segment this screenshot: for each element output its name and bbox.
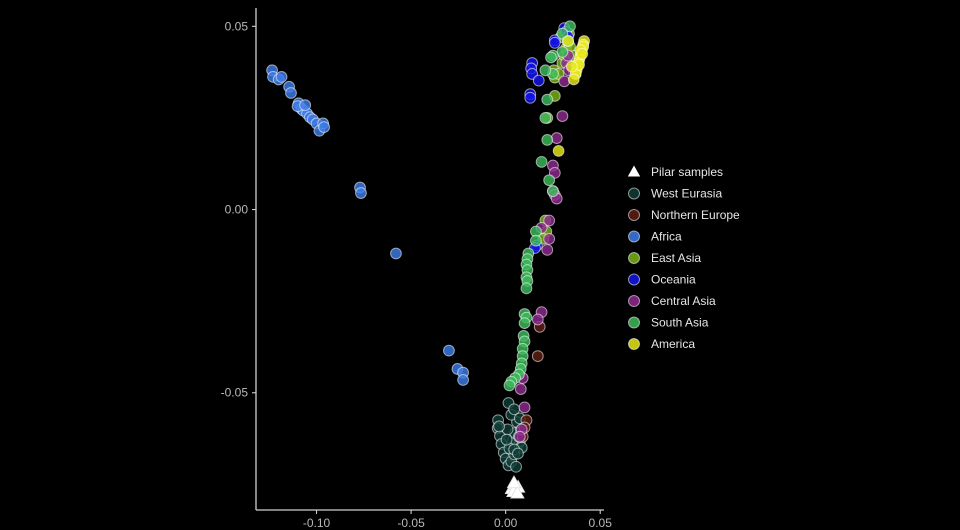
series-africa bbox=[266, 64, 469, 386]
point-south-asia bbox=[541, 134, 554, 146]
point-africa bbox=[390, 247, 402, 260]
point-oceania bbox=[548, 36, 561, 49]
y-axis-ticks: 0.05 0.00 -0.05 bbox=[221, 19, 256, 400]
point-america bbox=[576, 47, 589, 60]
legend-label: America bbox=[651, 337, 695, 351]
legend-key-triangle bbox=[627, 165, 641, 177]
point-america bbox=[562, 35, 574, 47]
point-west-eurasia bbox=[512, 447, 524, 460]
point-central-asia bbox=[556, 110, 569, 122]
y-tick-label: 0.00 bbox=[225, 203, 249, 217]
point-south-asia bbox=[564, 20, 576, 33]
legend-item-central-asia: Central Asia bbox=[628, 294, 716, 308]
y-tick-label: -0.05 bbox=[221, 386, 249, 400]
legend-label: Central Asia bbox=[651, 294, 716, 308]
point-south-asia bbox=[545, 51, 557, 64]
x-tick-label: -0.10 bbox=[303, 516, 331, 530]
legend-item-america: America bbox=[628, 337, 695, 351]
legend-label: Oceania bbox=[651, 273, 696, 287]
legend-item-pilar-samples: Pilar samples bbox=[627, 165, 723, 179]
legend-item-oceania: Oceania bbox=[628, 273, 696, 287]
series-america bbox=[552, 35, 591, 157]
point-south-asia bbox=[518, 317, 531, 330]
point-africa bbox=[275, 70, 288, 83]
point-africa bbox=[457, 374, 469, 386]
legend-label: Northern Europe bbox=[651, 208, 740, 222]
point-south-asia bbox=[535, 155, 548, 168]
legend-key-circle bbox=[628, 295, 640, 307]
legend-label: West Eurasia bbox=[651, 187, 722, 201]
series-central-asia bbox=[513, 49, 575, 443]
point-oceania bbox=[532, 74, 545, 87]
point-america bbox=[552, 145, 565, 157]
point-west-eurasia bbox=[500, 433, 513, 446]
legend-key-circle bbox=[628, 316, 640, 329]
point-pilar-samples bbox=[506, 475, 522, 489]
point-south-asia bbox=[543, 174, 556, 187]
point-central-asia bbox=[558, 75, 571, 88]
point-central-asia bbox=[541, 243, 554, 256]
x-tick-label: -0.05 bbox=[397, 516, 425, 530]
legend-item-africa: Africa bbox=[628, 230, 682, 244]
legend-item-northern-europe: Northern Europe bbox=[628, 208, 740, 222]
legend-label: South Asia bbox=[651, 316, 709, 330]
legend-key-circle bbox=[628, 187, 640, 200]
legend-label: Pilar samples bbox=[651, 165, 723, 179]
legend-key-circle bbox=[628, 230, 640, 243]
x-axis-ticks: -0.10 -0.05 0.00 0.05 bbox=[303, 510, 612, 530]
point-central-asia bbox=[543, 214, 556, 227]
point-africa bbox=[285, 87, 297, 99]
legend-key-circle bbox=[628, 252, 640, 264]
series-pilar-samples bbox=[504, 475, 526, 499]
point-america bbox=[565, 60, 578, 73]
point-south-asia bbox=[530, 234, 542, 247]
legend-label: East Asia bbox=[651, 251, 701, 265]
point-central-asia bbox=[513, 430, 526, 443]
y-tick-label: 0.05 bbox=[225, 19, 249, 33]
point-africa bbox=[318, 121, 330, 133]
point-south-asia bbox=[541, 93, 554, 106]
point-central-asia bbox=[518, 401, 531, 414]
point-america bbox=[567, 73, 580, 86]
legend-item-south-asia: South Asia bbox=[628, 316, 709, 330]
point-south-asia bbox=[503, 379, 516, 392]
legend-key-circle bbox=[628, 338, 640, 350]
point-pilar-samples bbox=[510, 485, 525, 499]
point-northern-europe bbox=[531, 350, 544, 363]
legend-key-circle bbox=[628, 209, 640, 221]
x-tick-label: 0.00 bbox=[494, 516, 518, 530]
point-west-eurasia bbox=[493, 420, 505, 433]
legend-key-circle bbox=[628, 273, 640, 286]
point-central-asia bbox=[514, 383, 527, 395]
legend-item-west-eurasia: West Eurasia bbox=[628, 187, 722, 201]
point-central-asia bbox=[531, 313, 544, 326]
point-central-asia bbox=[543, 232, 556, 245]
points-layer bbox=[266, 20, 591, 499]
point-west-eurasia bbox=[510, 460, 522, 473]
point-south-asia bbox=[539, 64, 552, 77]
legend: Pilar samples West Eurasia Northern Europe… bbox=[627, 165, 740, 351]
point-africa bbox=[443, 344, 455, 357]
point-africa bbox=[299, 99, 312, 112]
series-south-asia bbox=[503, 20, 576, 392]
point-south-asia bbox=[539, 112, 552, 124]
point-oceania bbox=[524, 91, 537, 104]
x-tick-label: 0.05 bbox=[589, 516, 613, 530]
point-south-asia bbox=[520, 282, 533, 295]
legend-item-east-asia: East Asia bbox=[628, 251, 701, 265]
legend-label: Africa bbox=[651, 230, 682, 244]
point-africa bbox=[355, 187, 367, 199]
point-central-asia bbox=[550, 132, 563, 144]
point-south-asia bbox=[547, 185, 559, 198]
